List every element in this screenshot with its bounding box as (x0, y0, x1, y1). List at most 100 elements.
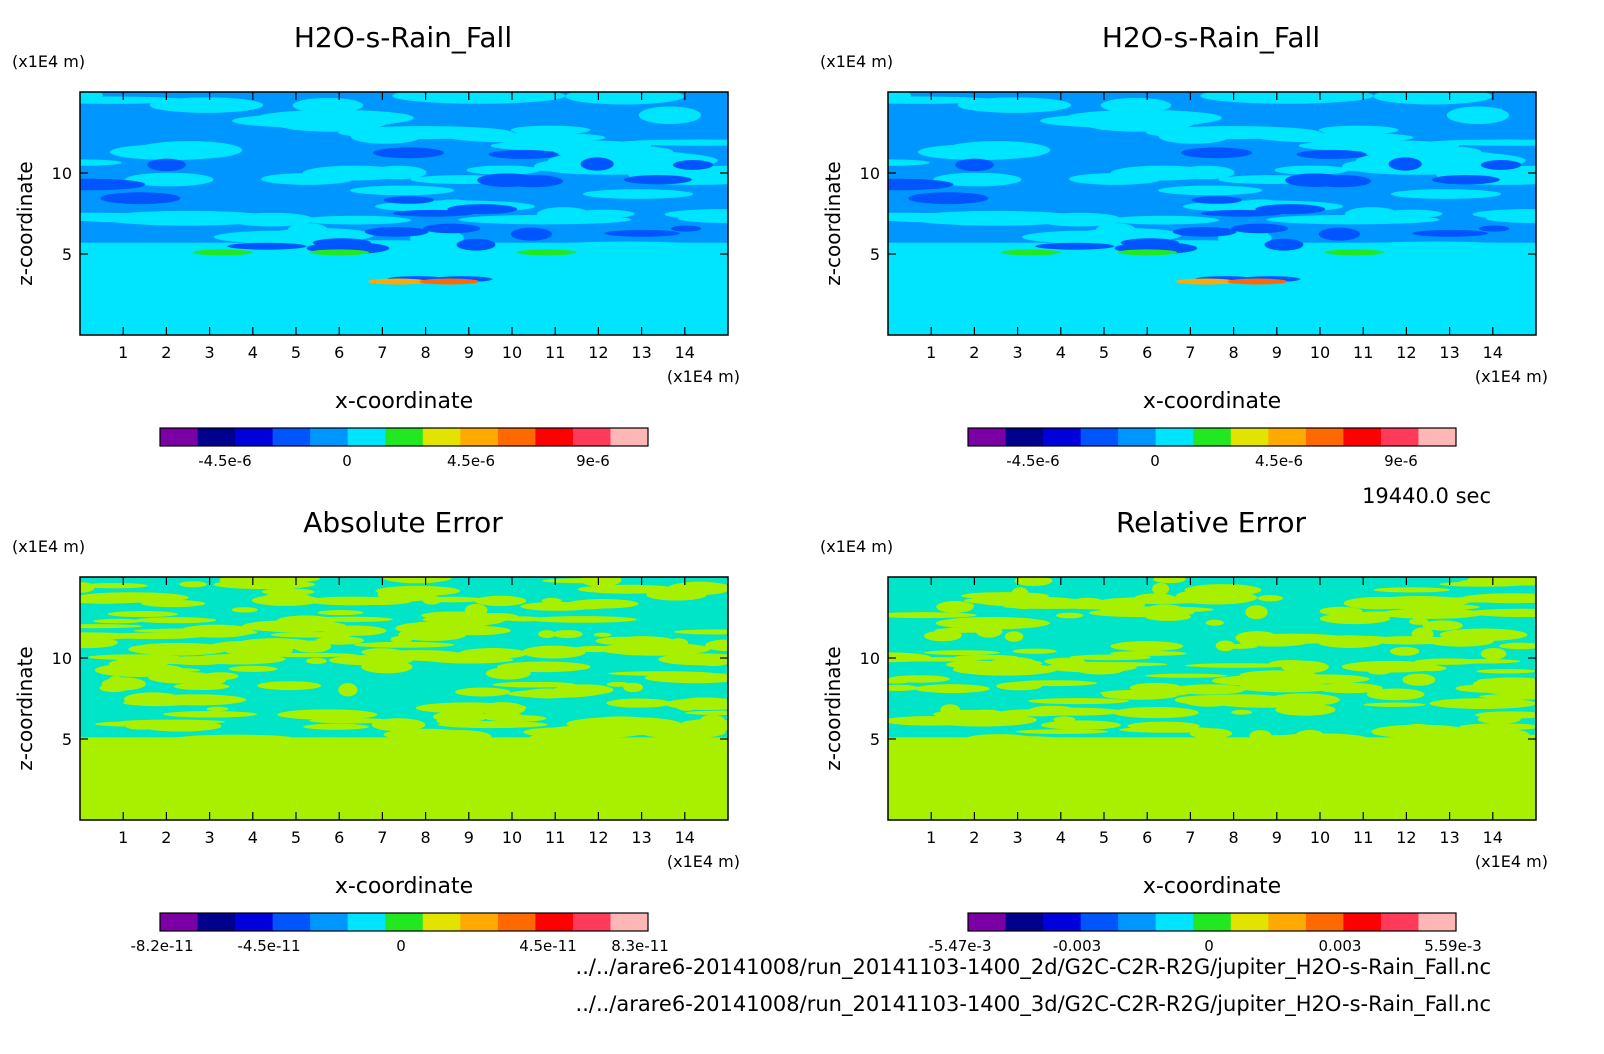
field-band (1108, 215, 1220, 225)
colorbar-swatch (1118, 428, 1157, 446)
field-band (1264, 238, 1304, 251)
x-tick-label: 10 (1310, 828, 1330, 847)
field-band (1390, 603, 1480, 611)
colorbar-swatch (272, 913, 311, 931)
field-band (496, 661, 591, 673)
field-band (1266, 693, 1340, 707)
field-band (609, 636, 676, 648)
field-band (1480, 160, 1522, 170)
field-band (995, 738, 1049, 750)
x-tick-label: 13 (1439, 828, 1459, 847)
x-tick-label: 9 (1272, 828, 1282, 847)
plot-frame (79, 576, 729, 821)
field-band (80, 741, 170, 747)
x-tick-label: 1 (926, 343, 936, 362)
x-tick-label: 10 (502, 828, 522, 847)
field-band (567, 599, 639, 609)
colorbar-swatch (1080, 913, 1119, 931)
field-feature (192, 249, 253, 256)
field-band (1480, 647, 1507, 660)
x-tick-label: 6 (1142, 828, 1152, 847)
field-band (277, 709, 378, 720)
field-band (1478, 225, 1510, 232)
field-band (492, 681, 576, 688)
field-band (349, 596, 412, 605)
x-tick-label: 2 (969, 343, 979, 362)
colorbar-swatch (1305, 428, 1344, 446)
field-band (888, 212, 972, 219)
colorbar-swatch (310, 428, 349, 446)
field-band (681, 697, 728, 705)
field-band (1144, 673, 1228, 678)
field-band (486, 742, 514, 752)
x-tick-label: 5 (1099, 343, 1109, 362)
field-band (888, 716, 979, 726)
field-feature (419, 278, 480, 285)
field-band (1158, 185, 1263, 196)
field-band (228, 665, 278, 673)
x-tick-label: 3 (1013, 828, 1023, 847)
y-tick-label: 10 (52, 649, 72, 668)
y-unit-label: (x1E4 m) (820, 537, 893, 556)
field-band (1319, 613, 1391, 625)
field-band (933, 710, 1005, 719)
field-feature (516, 249, 577, 256)
field-band (437, 721, 548, 729)
colorbar-frame (967, 912, 1457, 932)
colorbar-swatch (385, 913, 424, 931)
field-band (382, 577, 452, 584)
field-band (373, 147, 444, 159)
field-band (1411, 627, 1434, 641)
field-band (936, 601, 974, 613)
x-tick-label: 6 (1142, 343, 1152, 362)
y-tick-label: 5 (870, 730, 880, 749)
field-band (1446, 106, 1510, 125)
field-band (888, 178, 954, 191)
colorbar-swatch (1230, 428, 1269, 446)
field-band (101, 632, 206, 640)
field-band (1112, 707, 1199, 719)
field-band (1153, 577, 1186, 584)
field-band (1319, 606, 1363, 616)
field-band (670, 225, 702, 232)
field-feature (309, 249, 370, 256)
field-band (1185, 663, 1293, 668)
field-band (1220, 644, 1258, 649)
field-band (182, 673, 227, 686)
field-band (1373, 92, 1492, 105)
field-band (1099, 689, 1190, 697)
field-band (704, 639, 728, 652)
field-band (1476, 668, 1536, 674)
x-tick-label: 13 (1439, 343, 1459, 362)
colorbar-swatch (1043, 428, 1082, 446)
field-band (1271, 733, 1368, 745)
field-band (107, 610, 178, 618)
colorbar-swatch (422, 428, 461, 446)
field-band (1249, 730, 1272, 742)
colorbar-swatch (160, 913, 199, 931)
y-tick-label: 10 (860, 649, 880, 668)
colorbar-frame (159, 427, 649, 447)
field-band (1393, 145, 1482, 158)
field-band (585, 145, 674, 158)
field-band (888, 657, 983, 662)
y-axis-label: z-coordinate (13, 646, 37, 770)
field-band (1341, 660, 1440, 673)
x-tick-label: 11 (1353, 828, 1373, 847)
field-band (1174, 695, 1232, 705)
field-band (606, 698, 672, 708)
x-tick-label: 8 (421, 343, 431, 362)
field-band (501, 174, 563, 188)
field-band (1461, 593, 1536, 604)
plot-frame (79, 91, 729, 336)
field-band (125, 172, 214, 187)
field-band (115, 657, 137, 667)
x-tick-label: 9 (1272, 343, 1282, 362)
colorbar-swatch (422, 913, 461, 931)
field-band (292, 97, 364, 113)
field-band (1152, 582, 1170, 595)
field-band (257, 652, 358, 658)
field-band (1344, 207, 1399, 222)
colorbar-swatch (347, 428, 386, 446)
